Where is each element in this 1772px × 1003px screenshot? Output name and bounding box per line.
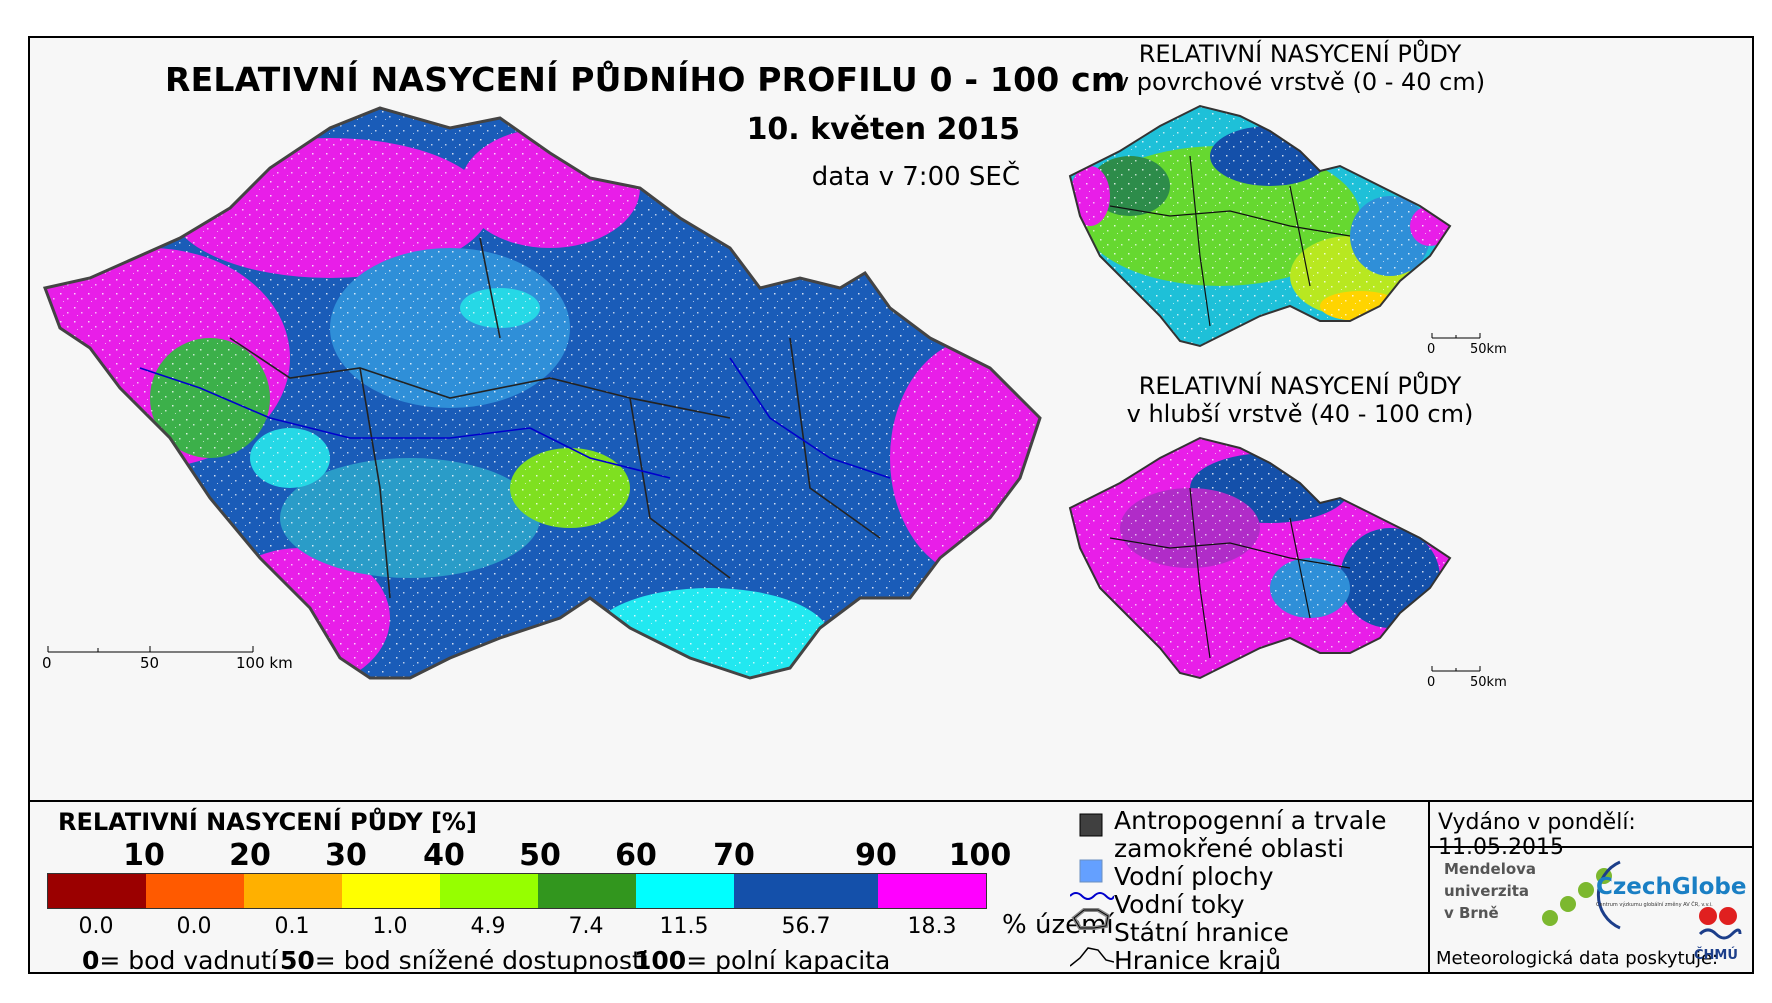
class-percentage: 4.9	[470, 914, 506, 939]
maps-svg	[42, 104, 1481, 680]
legend-class-swatch	[146, 874, 244, 908]
class-percentage: 0.0	[78, 914, 114, 939]
class-percentage: 7.4	[568, 914, 604, 939]
deep-map-title-line2: v hlubší vrstvě (40 - 100 cm)	[1126, 400, 1474, 428]
regional-border-icon	[1070, 947, 1114, 967]
class-percentage: 56.7	[781, 914, 831, 939]
surface-map-title: RELATIVNÍ NASYCENÍ PŮDY v povrchové vrst…	[1080, 40, 1520, 96]
mendel-dot-icon	[1542, 910, 1558, 926]
surface-scale-label-50: 50km	[1470, 342, 1507, 357]
anthropogenic-swatch-icon	[1079, 813, 1103, 837]
legend-area: RELATIVNÍ NASYCENÍ PŮDY [%] 10 20 30 40 …	[30, 800, 1752, 975]
class-percentage: 1.0	[372, 914, 408, 939]
definition-field-capacity: 100= polní kapacita	[634, 946, 890, 975]
mendel-dot-icon	[1578, 882, 1594, 898]
map-date: 10. květen 2015	[746, 112, 1020, 147]
water-body-swatch-icon	[1079, 859, 1103, 883]
river-line-icon	[1070, 892, 1114, 900]
issued-box: Vydáno v pondělí: 11.05.2015 Mendelova u…	[1428, 802, 1752, 974]
mendel-logo-line1: Mendelova	[1444, 860, 1537, 878]
legend-class-swatch	[48, 874, 146, 908]
surface-map-title-line1: RELATIVNÍ NASYCENÍ PŮDY	[1138, 40, 1462, 68]
definition-reduced-availability: 50= bod snížené dostupnosti	[280, 946, 649, 975]
definition-text: = bod snížené dostupnosti	[314, 946, 649, 975]
main-scale-label-50: 50	[140, 654, 160, 672]
czechglobe-logo: CzechGlobe	[1596, 874, 1747, 900]
surface-map	[1068, 104, 1452, 348]
deep-scale-label-50: 50km	[1470, 675, 1507, 690]
legend-class-swatch	[244, 874, 342, 908]
threshold-label: 50	[519, 838, 561, 873]
symbol-anthropogenic-line2: zamokřené oblasti	[1114, 834, 1345, 863]
class-percentage: 0.1	[274, 914, 310, 939]
symbol-water-bodies: Vodní plochy	[1114, 862, 1274, 891]
symbol-anthropogenic: Antropogenní a trvale zamokřené oblasti	[1114, 807, 1387, 863]
issued-date: Vydáno v pondělí: 11.05.2015	[1438, 810, 1636, 860]
class-percentage: 18.3	[907, 914, 957, 939]
legend-class-swatch	[538, 874, 636, 908]
percentage-unit: % území	[1002, 910, 1114, 940]
threshold-label: 70	[713, 838, 755, 873]
mendel-university-logo: Mendelova univerzita v Brně	[1444, 858, 1536, 924]
legend-class-swatch	[440, 874, 538, 908]
deep-map-title-line1: RELATIVNÍ NASYCENÍ PŮDY	[1138, 372, 1462, 400]
data-time: data v 7:00 SEČ	[811, 162, 1020, 192]
legend-title: RELATIVNÍ NASYCENÍ PŮDY [%]	[58, 808, 477, 836]
threshold-label: 100	[948, 838, 1012, 873]
threshold-label: 10	[123, 838, 165, 873]
threshold-label: 20	[229, 838, 271, 873]
symbol-rivers: Vodní toky	[1114, 890, 1245, 919]
surface-scale-bar	[1431, 333, 1481, 339]
symbol-state-border: Státní hranice	[1114, 918, 1289, 947]
definition-value: 50	[280, 946, 315, 975]
legend-class-swatch	[878, 874, 986, 908]
map-frame: RELATIVNÍ NASYCENÍ PŮDNÍHO PROFILU 0 - 1…	[28, 36, 1754, 975]
mendel-dot-icon	[1560, 896, 1576, 912]
data-provider-label: Meteorologická data poskytuje:	[1436, 948, 1719, 969]
chmu-logo-text: ČHMÚ	[1694, 948, 1738, 963]
symbol-regional-border: Hranice krajů	[1114, 946, 1282, 975]
chmu-logo-icon	[1698, 907, 1742, 940]
logo-graphics	[1542, 860, 1621, 930]
map-area: RELATIVNÍ NASYCENÍ PŮDNÍHO PROFILU 0 - 1…	[30, 38, 1752, 800]
deep-scale-bar	[1431, 666, 1481, 672]
definition-text: = bod vadnutí	[99, 946, 278, 975]
definition-wilting: 0= bod vadnutí	[82, 946, 278, 975]
definition-text: = polní kapacita	[686, 946, 891, 975]
legend-class-swatch	[636, 874, 734, 908]
threshold-label: 90	[855, 838, 897, 873]
main-scale-label-100: 100 km	[236, 654, 293, 672]
symbol-anthropogenic-line1: Antropogenní a trvale	[1114, 806, 1387, 835]
threshold-label: 40	[423, 838, 465, 873]
main-scale-bar	[47, 646, 254, 653]
mendel-logo-line3: v Brně	[1444, 904, 1499, 922]
class-percentage: 11.5	[659, 914, 709, 939]
definition-value: 0	[82, 946, 100, 975]
czechglobe-subtitle: Centrum výzkumu globální změny AV ČR, v.…	[1596, 902, 1713, 908]
symbol-icons	[1070, 813, 1114, 967]
mendel-logo-line2: univerzita	[1444, 882, 1530, 900]
legend-class-swatch	[734, 874, 878, 908]
divider	[1430, 846, 1752, 848]
definition-value: 100	[634, 946, 687, 975]
page-title: RELATIVNÍ NASYCENÍ PŮDNÍHO PROFILU 0 - 1…	[165, 60, 1126, 99]
czechglobe-arc-icon	[1596, 860, 1621, 930]
surface-scale-label-0: 0	[1427, 342, 1436, 357]
class-percentage: 0.0	[176, 914, 212, 939]
main-scale-label-0: 0	[42, 654, 52, 672]
legend-class-swatch	[342, 874, 440, 908]
legend-color-bar	[47, 873, 987, 909]
threshold-label: 30	[325, 838, 367, 873]
deep-map	[1068, 436, 1452, 680]
deep-map-title: RELATIVNÍ NASYCENÍ PŮDY v hlubší vrstvě …	[1080, 372, 1520, 428]
surface-map-title-line2: v povrchové vrstvě (0 - 40 cm)	[1114, 68, 1486, 96]
deep-scale-label-0: 0	[1427, 675, 1436, 690]
threshold-label: 60	[615, 838, 657, 873]
